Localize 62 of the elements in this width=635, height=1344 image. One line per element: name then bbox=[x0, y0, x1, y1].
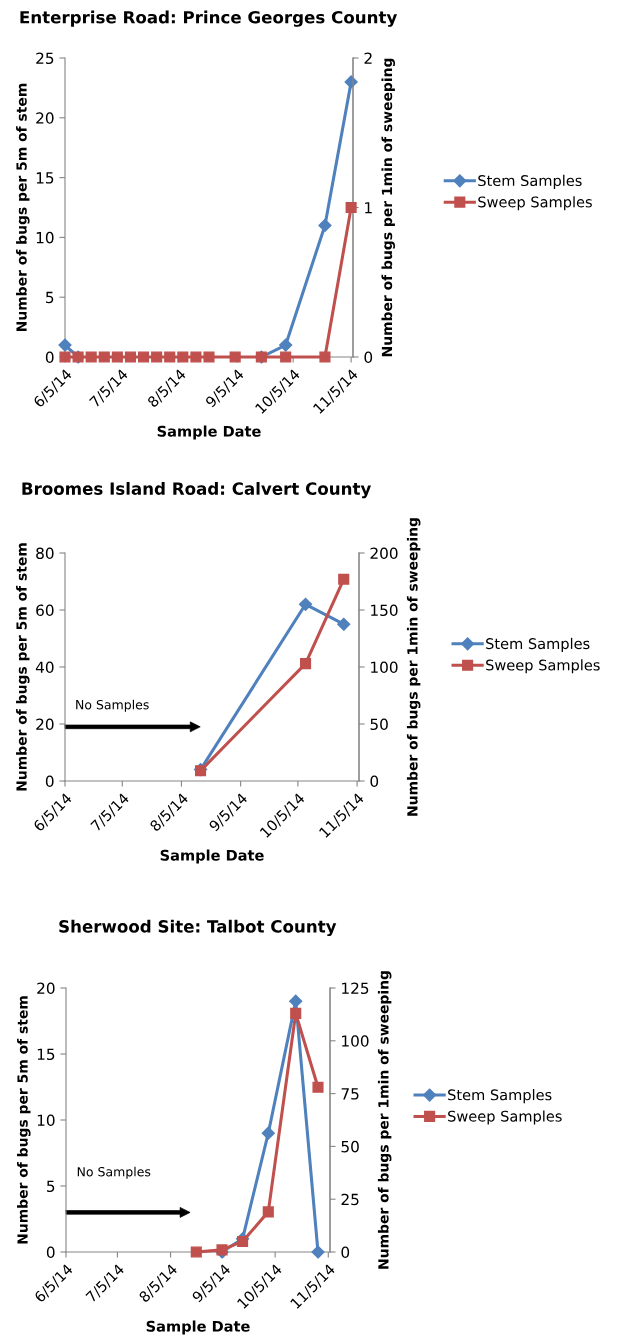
x-axis-title: Sample Date bbox=[160, 849, 264, 864]
annotation: No Samples bbox=[76, 699, 149, 712]
point bbox=[279, 338, 293, 352]
annotation: No Samples bbox=[77, 1166, 151, 1179]
chart-title: Broomes Island Road: Calvert County bbox=[22, 482, 372, 499]
y-axis-title: Number of bugs per 5m of stem bbox=[16, 83, 30, 331]
y2-axis-title: Number of bugs per 1min of sweeping bbox=[406, 518, 421, 816]
y-axis-title: Number of bugs per 5m of stem bbox=[16, 543, 30, 791]
y2-tick-label: 50 bbox=[370, 718, 388, 731]
y-tick-label: 5 bbox=[47, 1180, 55, 1193]
y-tick-label: 5 bbox=[46, 291, 54, 304]
y-axis-title: Number of bugs per 5m of stem bbox=[17, 996, 31, 1244]
legend-label: Sweep Samples bbox=[478, 196, 592, 211]
y2-tick-label: 50 bbox=[341, 1140, 359, 1153]
point bbox=[261, 1126, 275, 1140]
y-tick-label: 0 bbox=[46, 1246, 55, 1259]
y2-tick-label: 2 bbox=[364, 52, 372, 64]
y-tick-label: 15 bbox=[37, 1048, 55, 1061]
point bbox=[262, 1206, 274, 1218]
point bbox=[58, 338, 72, 352]
y2-tick-label: 0 bbox=[364, 351, 373, 364]
y2-tick-label: 125 bbox=[342, 982, 369, 995]
y2-tick-label: 0 bbox=[370, 775, 379, 788]
y2-tick-label: 100 bbox=[342, 1035, 369, 1047]
point bbox=[318, 218, 332, 233]
legend-label: Stem Samples bbox=[448, 1089, 552, 1104]
y-tick-label: 25 bbox=[36, 52, 54, 65]
point bbox=[338, 573, 350, 585]
y2-tick-label: 200 bbox=[370, 547, 398, 560]
x-axis-title: Sample Date bbox=[146, 1320, 250, 1335]
point bbox=[299, 658, 312, 670]
y-tick-label: 10 bbox=[37, 1114, 55, 1127]
y-tick-label: 15 bbox=[36, 172, 54, 184]
y2-tick-label: 100 bbox=[371, 661, 398, 674]
y2-tick-label: 1 bbox=[365, 202, 372, 214]
y-tick-label: 0 bbox=[45, 775, 54, 788]
point bbox=[190, 1246, 202, 1258]
legend-label: Sweep Samples bbox=[448, 1110, 562, 1125]
point bbox=[290, 1007, 302, 1019]
y-tick-label: 40 bbox=[35, 661, 54, 674]
legend-label: Stem Samples bbox=[486, 637, 590, 652]
y-tick-label: 20 bbox=[36, 112, 54, 124]
y2-axis-title: Number of bugs per 1min of sweeping bbox=[381, 58, 396, 357]
y-tick-label: 80 bbox=[36, 547, 54, 560]
y-tick-label: 10 bbox=[36, 231, 54, 244]
legend-label: Sweep Samples bbox=[486, 659, 600, 674]
y2-axis-title: Number of bugs per 1min of sweeping bbox=[377, 971, 392, 1269]
y-tick-label: 20 bbox=[37, 982, 55, 995]
y-tick-label: 20 bbox=[36, 718, 54, 731]
legend-label: Stem Samples bbox=[478, 174, 582, 189]
point bbox=[312, 1081, 324, 1093]
y2-tick-label: 25 bbox=[341, 1193, 359, 1206]
y2-tick-label: 75 bbox=[341, 1088, 359, 1100]
y-tick-label: 60 bbox=[36, 604, 54, 617]
chart-title: Sherwood Site: Talbot County bbox=[59, 919, 337, 937]
y2-tick-label: 0 bbox=[341, 1246, 350, 1259]
chart-title: Enterprise Road: Prince Georges County bbox=[20, 10, 398, 27]
point bbox=[289, 994, 303, 1008]
x-axis-title: Sample Date bbox=[157, 425, 261, 440]
y2-tick-label: 150 bbox=[371, 604, 398, 617]
point bbox=[311, 1245, 325, 1259]
y-tick-label: 0 bbox=[45, 351, 54, 364]
